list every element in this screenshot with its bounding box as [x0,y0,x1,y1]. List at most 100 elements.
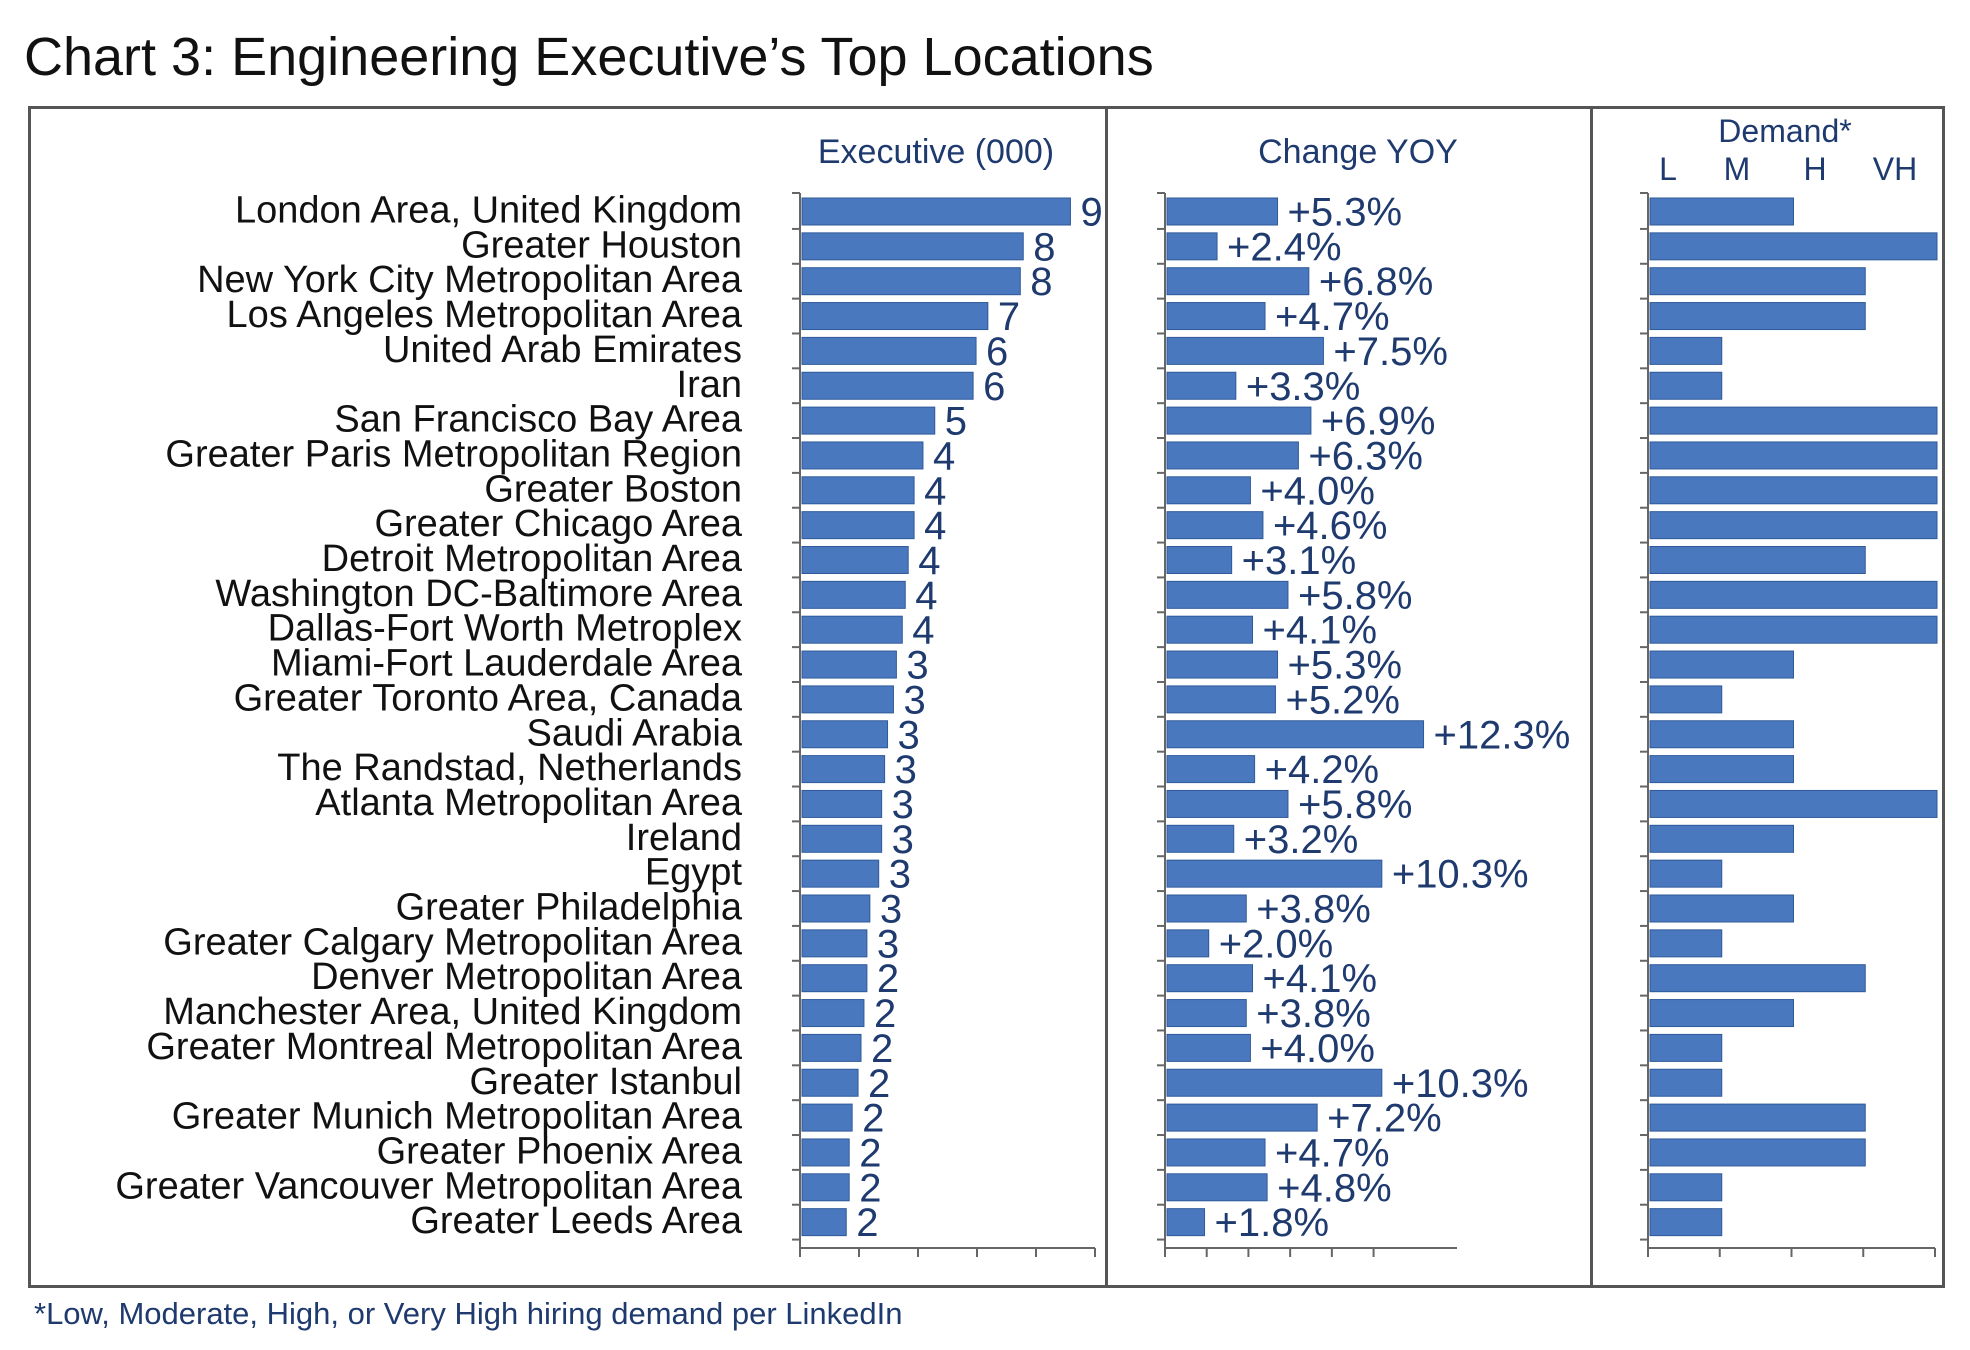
change-yoy-bar [1166,999,1247,1028]
change-yoy-bar [1166,789,1289,818]
demand-bar [1649,302,1866,331]
executive-bar [801,929,868,958]
change-yoy-bar [1166,615,1254,644]
demand-bar [1649,929,1723,958]
executive-bar [801,1208,847,1237]
demand-bar [1649,441,1938,470]
executive-data-label: 3 [889,853,911,897]
executive-data-label: 3 [877,922,899,966]
executive-bar [801,302,989,331]
demand-bar [1649,1208,1723,1237]
executive-data-label: 7 [998,295,1020,339]
category-label: Iran [677,364,742,406]
category-label: Greater Munich Metropolitan Area [172,1096,743,1138]
demand-bar [1649,999,1794,1028]
change-yoy-bar [1166,1068,1383,1097]
change-yoy-bar [1166,1208,1206,1237]
demand-bar [1649,859,1723,888]
demand-bar [1649,650,1794,679]
executive-data-label: 2 [862,1097,884,1141]
change-yoy-data-label: +3.8% [1256,888,1371,932]
change-yoy-data-label: +5.8% [1298,574,1413,618]
demand-bar [1649,580,1938,609]
executive-bar [801,406,936,435]
executive-data-label: 4 [912,609,934,653]
category-label: Greater Montreal Metropolitan Area [146,1026,742,1068]
category-label: Egypt [645,852,743,894]
executive-bar [801,1173,850,1202]
executive-data-label: 4 [933,434,955,478]
demand-bar [1649,267,1866,296]
demand-bar [1649,1103,1866,1132]
change-yoy-bar [1166,441,1299,470]
change-yoy-data-label: +6.3% [1308,434,1423,478]
executive-data-label: 3 [906,644,928,688]
demand-bar [1649,685,1723,714]
change-yoy-data-label: +5.8% [1298,783,1413,827]
panel-divider-2 [1590,106,1593,1288]
change-yoy-data-label: +6.9% [1321,400,1436,444]
change-yoy-bar [1166,824,1235,853]
change-yoy-data-label: +3.1% [1242,539,1357,583]
executive-bar [801,999,865,1028]
change-yoy-data-label: +4.1% [1263,957,1378,1001]
executive-bar [801,1138,850,1167]
executive-data-label: 2 [859,1166,881,1210]
executive-bar [801,371,974,400]
change-yoy-bar [1166,336,1324,365]
demand-bar [1649,232,1938,261]
change-yoy-data-label: +1.8% [1215,1201,1330,1245]
executive-bar [801,964,868,993]
executive-bar [801,441,924,470]
change-yoy-data-label: +2.4% [1227,225,1342,269]
change-yoy-data-label: +4.7% [1275,295,1390,339]
category-label: Greater Boston [484,468,742,510]
executive-data-label: 8 [1033,225,1055,269]
category-label: Washington DC-Baltimore Area [215,573,742,615]
change-yoy-bar [1166,1138,1266,1167]
change-yoy-bar [1166,476,1251,505]
change-yoy-bar [1166,197,1279,226]
demand-level-label: L [1659,151,1677,187]
executive-data-label: 6 [983,365,1005,409]
change-yoy-bar [1166,964,1254,993]
executive-data-label: 3 [898,713,920,757]
change-yoy-data-label: +4.6% [1273,504,1388,548]
change-yoy-bar [1166,232,1218,261]
executive-data-label: 5 [945,400,967,444]
change-yoy-data-label: +5.3% [1288,191,1403,235]
change-yoy-data-label: +10.3% [1392,853,1529,897]
demand-bar [1649,894,1794,923]
change-yoy-data-label: +4.0% [1260,1027,1375,1071]
demand-bar [1649,197,1794,226]
executive-bar [801,859,880,888]
change-yoy-data-label: +4.1% [1263,609,1378,653]
change-yoy-bar [1166,511,1264,540]
executive-data-label: 4 [918,539,940,583]
executive-bar [801,1033,862,1062]
change-yoy-bar [1166,720,1425,749]
executive-data-label: 9 [1080,191,1102,235]
category-label: Greater Phoenix Area [377,1130,743,1172]
demand-level-label: M [1724,151,1751,187]
change-yoy-data-label: +7.5% [1333,330,1448,374]
change-yoy-data-label: +3.3% [1246,365,1361,409]
change-yoy-bar [1166,546,1233,574]
change-yoy-bar [1166,406,1312,435]
category-label: Greater Leeds Area [410,1200,743,1242]
category-label: Greater Paris Metropolitan Region [165,433,742,475]
category-label: Greater Toronto Area, Canada [234,677,743,719]
demand-bar [1649,1173,1723,1202]
demand-bar [1649,511,1938,540]
category-label: Detroit Metropolitan Area [322,538,743,580]
executive-data-label: 2 [877,957,899,1001]
category-label: London Area, United Kingdom [235,190,742,232]
change-yoy-bar [1166,302,1266,331]
demand-bar [1649,755,1794,784]
executive-header: Executive (000) [818,133,1054,171]
executive-bar [801,1103,853,1132]
executive-data-label: 3 [892,783,914,827]
change-yoy-header: Change YOY [1258,133,1458,171]
change-yoy-data-label: +12.3% [1434,713,1571,757]
